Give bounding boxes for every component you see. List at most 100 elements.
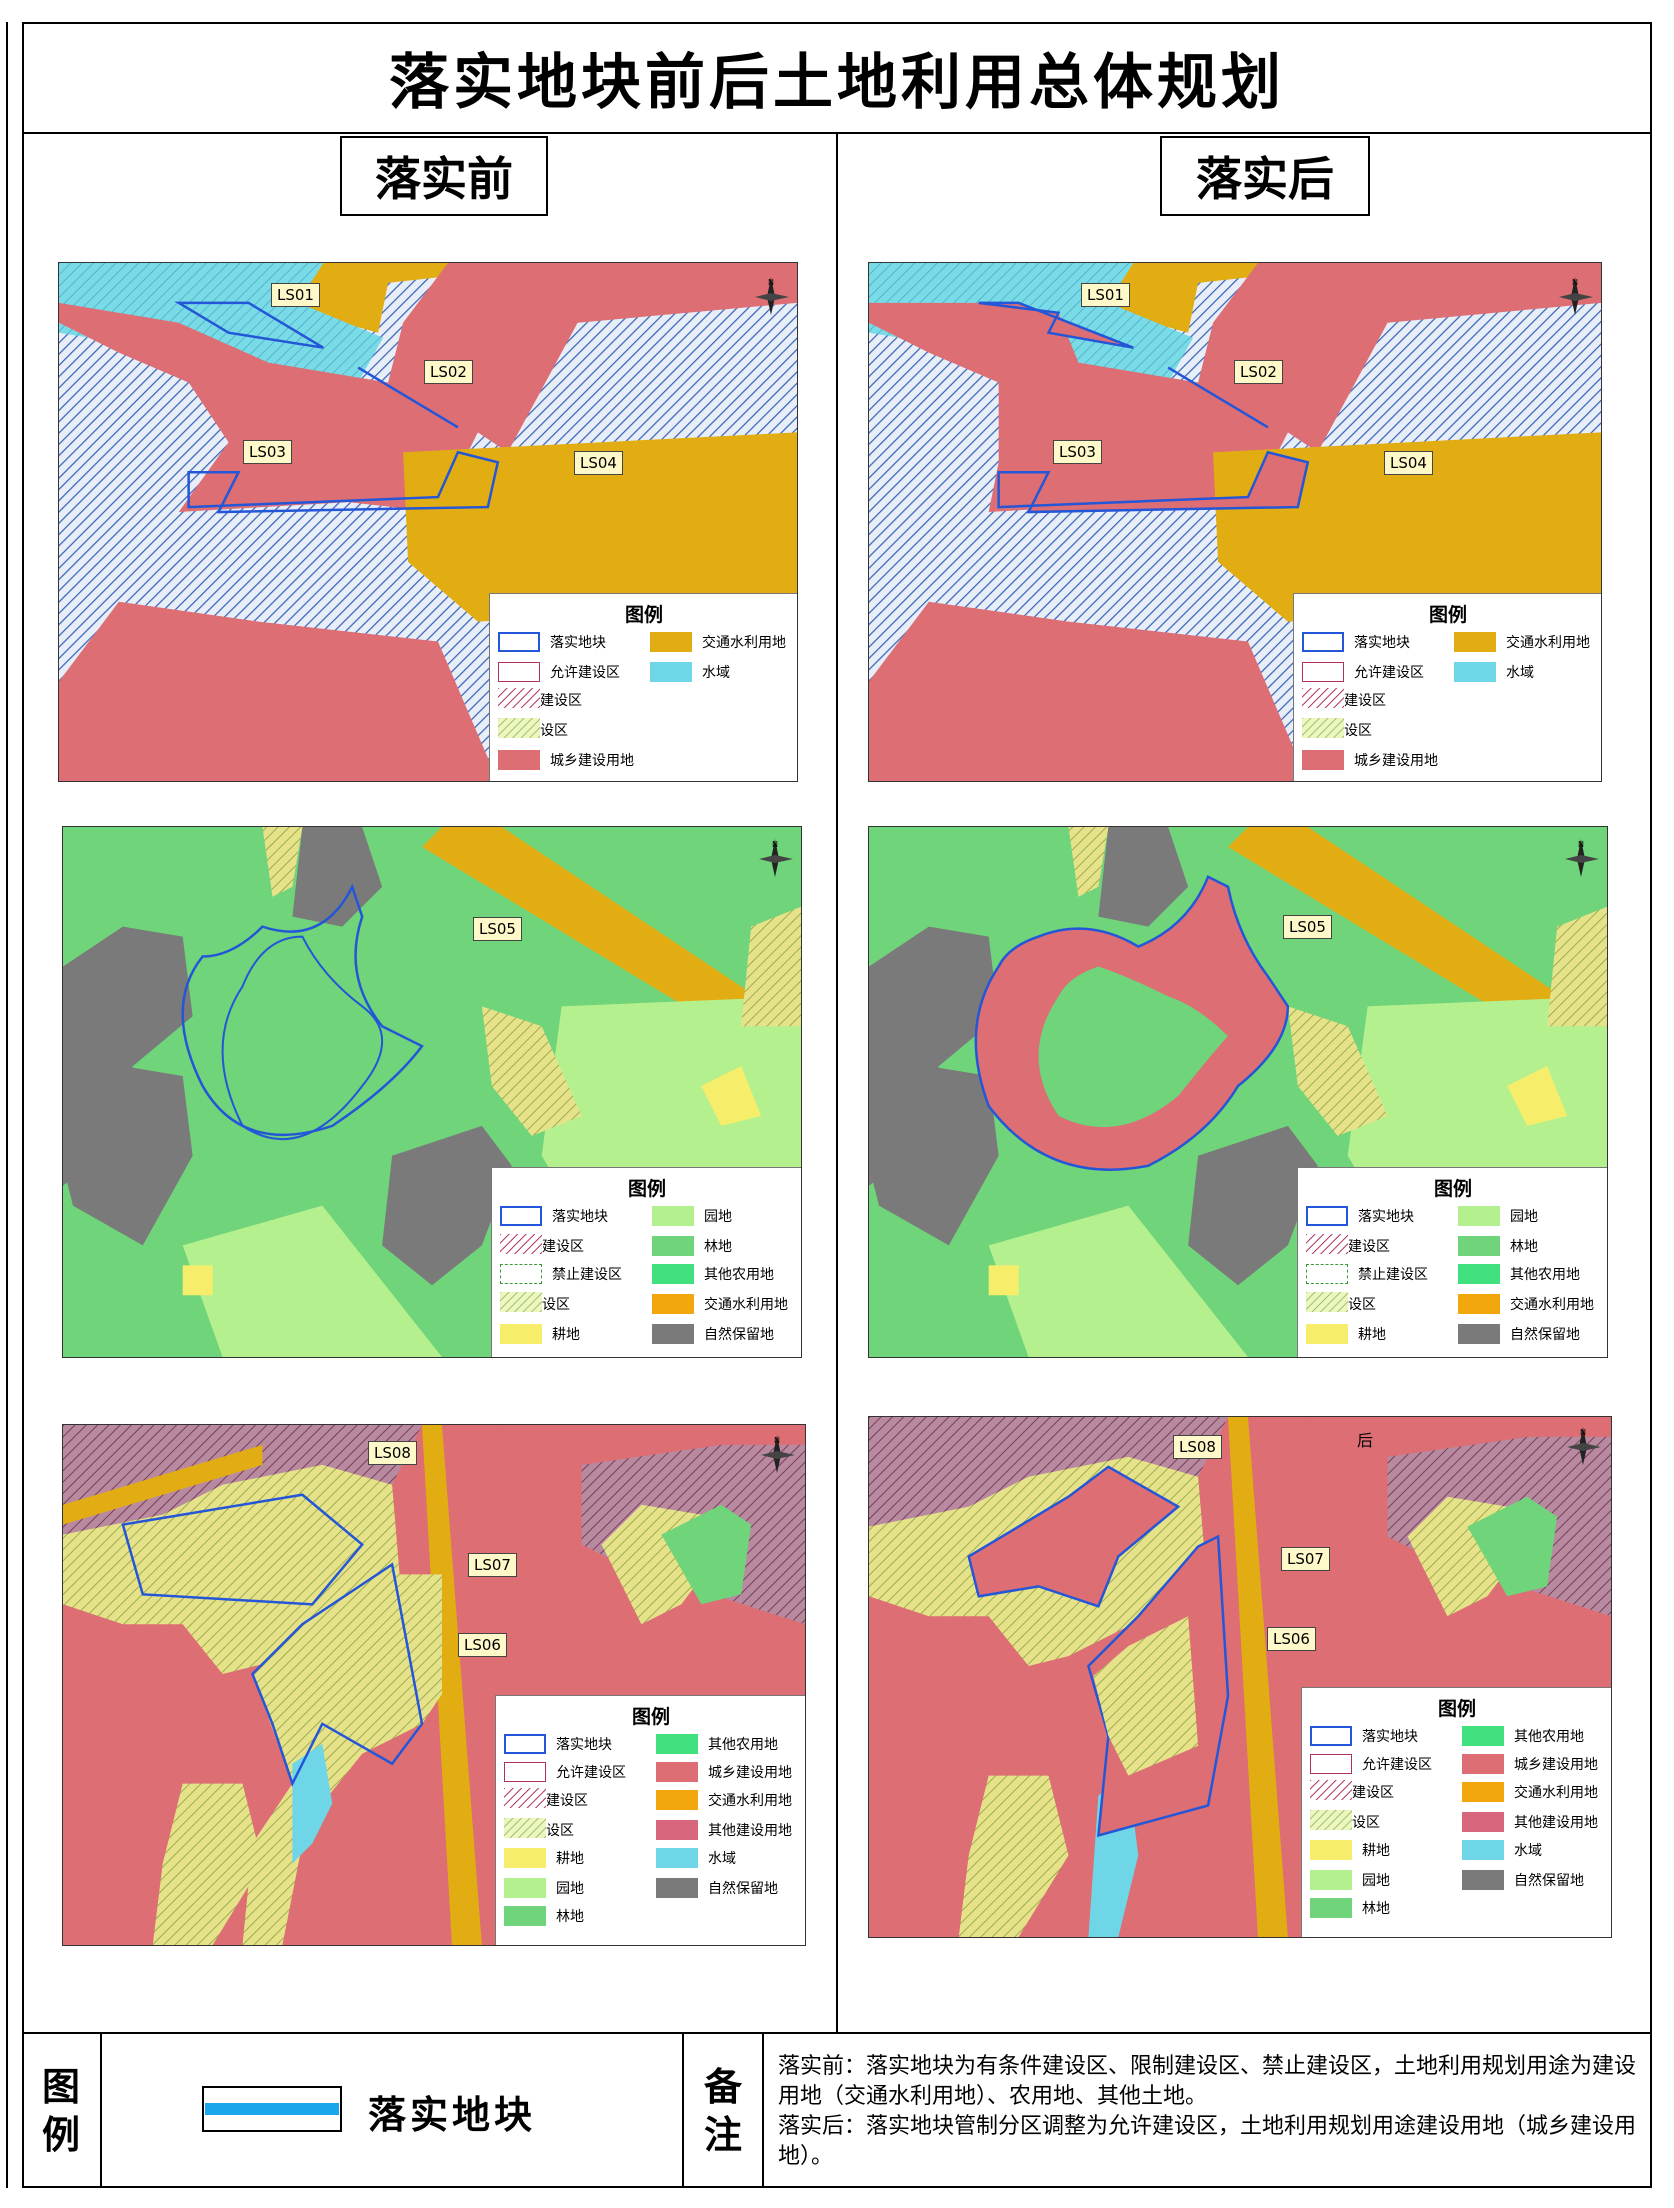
parcel-label-ls03: LS03: [243, 440, 292, 464]
svg-text:N: N: [772, 840, 778, 849]
legend-item: 其他农用地: [708, 1737, 778, 1753]
legend-title: 图例: [631, 1706, 670, 1728]
legend-item: 园地: [1510, 1209, 1538, 1225]
legend-item: 其他农用地: [1514, 1729, 1584, 1745]
legend-item: 城乡建设用地: [708, 1765, 792, 1781]
legend-item: 允许建设区: [550, 665, 620, 681]
north-arrow-icon: N: [1553, 275, 1597, 319]
north-arrow-icon: N: [749, 275, 793, 319]
legend-item: 交通水利用地: [702, 635, 786, 651]
parcel-label-ls01: LS01: [271, 283, 320, 307]
footer-legend-text: 落实地块: [368, 2093, 537, 2137]
map-1-before: LS01 LS02 LS03 LS04 N 图例 落实地块 交通水利用地 允许建…: [58, 262, 798, 782]
legend-title: 图例: [627, 1178, 666, 1200]
swatch-transport: [650, 632, 692, 652]
legend-item: 水域: [708, 1851, 736, 1867]
parcel-label-ls03: LS03: [1053, 440, 1102, 464]
swatch-urban: [498, 750, 540, 770]
footer-legend-label: 图 例: [22, 2034, 102, 2188]
legend-item: 园地: [1362, 1873, 1390, 1889]
legend-item: 交通水利用地: [704, 1297, 788, 1313]
swatch-allowed: [498, 662, 540, 682]
parcel-label-ls06: LS06: [458, 1633, 507, 1657]
parcel-label-ls02: LS02: [1234, 360, 1283, 384]
legend-item: 其他建设用地: [1514, 1815, 1598, 1831]
svg-text:N: N: [1580, 1428, 1586, 1437]
legend-title: 图例: [624, 604, 663, 626]
legend-item: 城乡建设用地: [1354, 753, 1438, 769]
legend-item: 自然保留地: [1510, 1327, 1580, 1343]
legend-item: 允许建设区: [1362, 1757, 1432, 1773]
note-after: 落实后：落实地块管制分区调整为允许建设区，土地利用规划用途建设用地（城乡建设用地…: [778, 2114, 1637, 2169]
legend-item: 交通水利用地: [708, 1793, 792, 1809]
map-3-after: LS08 LS07 LS06 后 N 图例 落实地块 其他农用地 允许建设区 城…: [868, 1416, 1612, 1938]
parcel-label-ls02: LS02: [424, 360, 473, 384]
legend-map-3-before: 图例 落实地块 其他农用地 允许建设区 城乡建设用地 有条件建设区 交通水利用地…: [495, 1695, 805, 1945]
map-2-after: LS05 N 图例 落实地块 园地 有条件建设区 林地 禁止建设区 其他农用地 …: [868, 826, 1608, 1358]
parcel-label-ls05: LS05: [1283, 915, 1332, 939]
legend-map-2-after: 图例 落实地块 园地 有条件建设区 林地 禁止建设区 其他农用地 限制建设区 交…: [1297, 1167, 1607, 1357]
map-1-after: LS01 LS02 LS03 LS04 N 图例 落实地块 交通水利用地 允许建…: [868, 262, 1602, 782]
page-title: 落实地块前后土地利用总体规划: [22, 22, 1652, 134]
legend-item: 城乡建设用地: [550, 753, 634, 769]
legend-item: 交通水利用地: [1514, 1785, 1598, 1801]
legend-map-1-after: 图例 落实地块 交通水利用地 允许建设区 水域 有条件建设区 限制建设区 城乡建…: [1293, 593, 1601, 781]
legend-title: 图例: [1433, 1178, 1472, 1200]
legend-map-2-before: 图例 落实地块 园地 有条件建设区 林地 禁止建设区 其他农用地 限制建设区 交…: [491, 1167, 801, 1357]
legend-item: 其他建设用地: [708, 1823, 792, 1839]
footer-notes-label: 备 注: [684, 2034, 764, 2188]
legend-item: 落实地块: [552, 1209, 608, 1225]
legend-item: 园地: [704, 1209, 732, 1225]
column-divider: [836, 134, 838, 2034]
legend-item: 自然保留地: [1514, 1873, 1584, 1889]
legend-item: 耕地: [552, 1327, 580, 1343]
parcel-label-ls06: LS06: [1267, 1627, 1316, 1651]
svg-text:N: N: [1572, 278, 1578, 287]
legend-item: 落实地块: [1354, 635, 1410, 651]
parcel-label-ls07: LS07: [468, 1553, 517, 1577]
legend-item: 林地: [1510, 1239, 1538, 1255]
legend-item: 城乡建设用地: [1514, 1757, 1598, 1773]
svg-text:N: N: [774, 1436, 780, 1445]
footer-strip: 图 例 落实地块 备 注 落实前：落实地块为有条件建设区、限制建设区、禁止建设区…: [22, 2032, 1652, 2188]
stray-text: 后: [1357, 1431, 1374, 1450]
map-3-before: LS08 LS07 LS06 N 图例 落实地块 其他农用地 允许建设区 城乡建…: [62, 1424, 806, 1946]
legend-item: 园地: [556, 1881, 584, 1897]
parcel-label-ls05: LS05: [473, 917, 522, 941]
north-arrow-icon: N: [1559, 837, 1603, 881]
legend-item: 耕地: [1362, 1843, 1390, 1859]
legend-item: 林地: [1362, 1901, 1390, 1917]
svg-text:N: N: [1578, 840, 1584, 849]
legend-item: 落实地块: [556, 1737, 612, 1753]
legend-item: 落实地块: [550, 635, 606, 651]
legend-map-1-before: 图例 落实地块 交通水利用地 允许建设区 水域 有条件建设区 限制建设区 城乡建…: [489, 593, 797, 781]
legend-map-3-after: 图例 落实地块 其他农用地 允许建设区 城乡建设用地 有条件建设区 交通水利用地…: [1301, 1687, 1611, 1937]
parcel-label-ls01: LS01: [1081, 283, 1130, 307]
legend-title: 图例: [1437, 1698, 1476, 1720]
north-arrow-icon: N: [1561, 1425, 1605, 1469]
legend-item: 禁止建设区: [552, 1267, 622, 1283]
legend-item: 林地: [556, 1909, 584, 1925]
parcel-label-ls08: LS08: [368, 1441, 417, 1465]
swatch-parcel: [498, 632, 540, 652]
map-2-before: LS05 N 图例 落实地块 园地 有条件建设区 林地 禁止建设区 其他农用地 …: [62, 826, 802, 1358]
footer-legend-content: 落实地块: [102, 2034, 684, 2188]
legend-item: 水域: [1514, 1843, 1542, 1859]
parcel-label-ls07: LS07: [1281, 1547, 1330, 1571]
swatch-water: [650, 662, 692, 682]
legend-item: 允许建设区: [1354, 665, 1424, 681]
parcel-line-symbol-icon: [202, 2086, 342, 2132]
parcel-label-ls04: LS04: [574, 451, 623, 475]
column-header-before: 落实前: [340, 136, 548, 216]
legend-item: 其他农用地: [704, 1267, 774, 1283]
legend-item: 落实地块: [1362, 1729, 1418, 1745]
note-before: 落实前：落实地块为有条件建设区、限制建设区、禁止建设区，土地利用规划用途为建设用…: [778, 2054, 1637, 2109]
legend-item: 自然保留地: [704, 1327, 774, 1343]
footer-notes: 落实前：落实地块为有条件建设区、限制建设区、禁止建设区，土地利用规划用途为建设用…: [778, 2052, 1638, 2172]
legend-item: 自然保留地: [708, 1881, 778, 1897]
legend-item: 禁止建设区: [1358, 1267, 1428, 1283]
column-header-after: 落实后: [1160, 136, 1370, 216]
legend-item: 林地: [704, 1239, 732, 1255]
legend-item: 允许建设区: [556, 1765, 626, 1781]
north-arrow-icon: N: [755, 1433, 799, 1477]
